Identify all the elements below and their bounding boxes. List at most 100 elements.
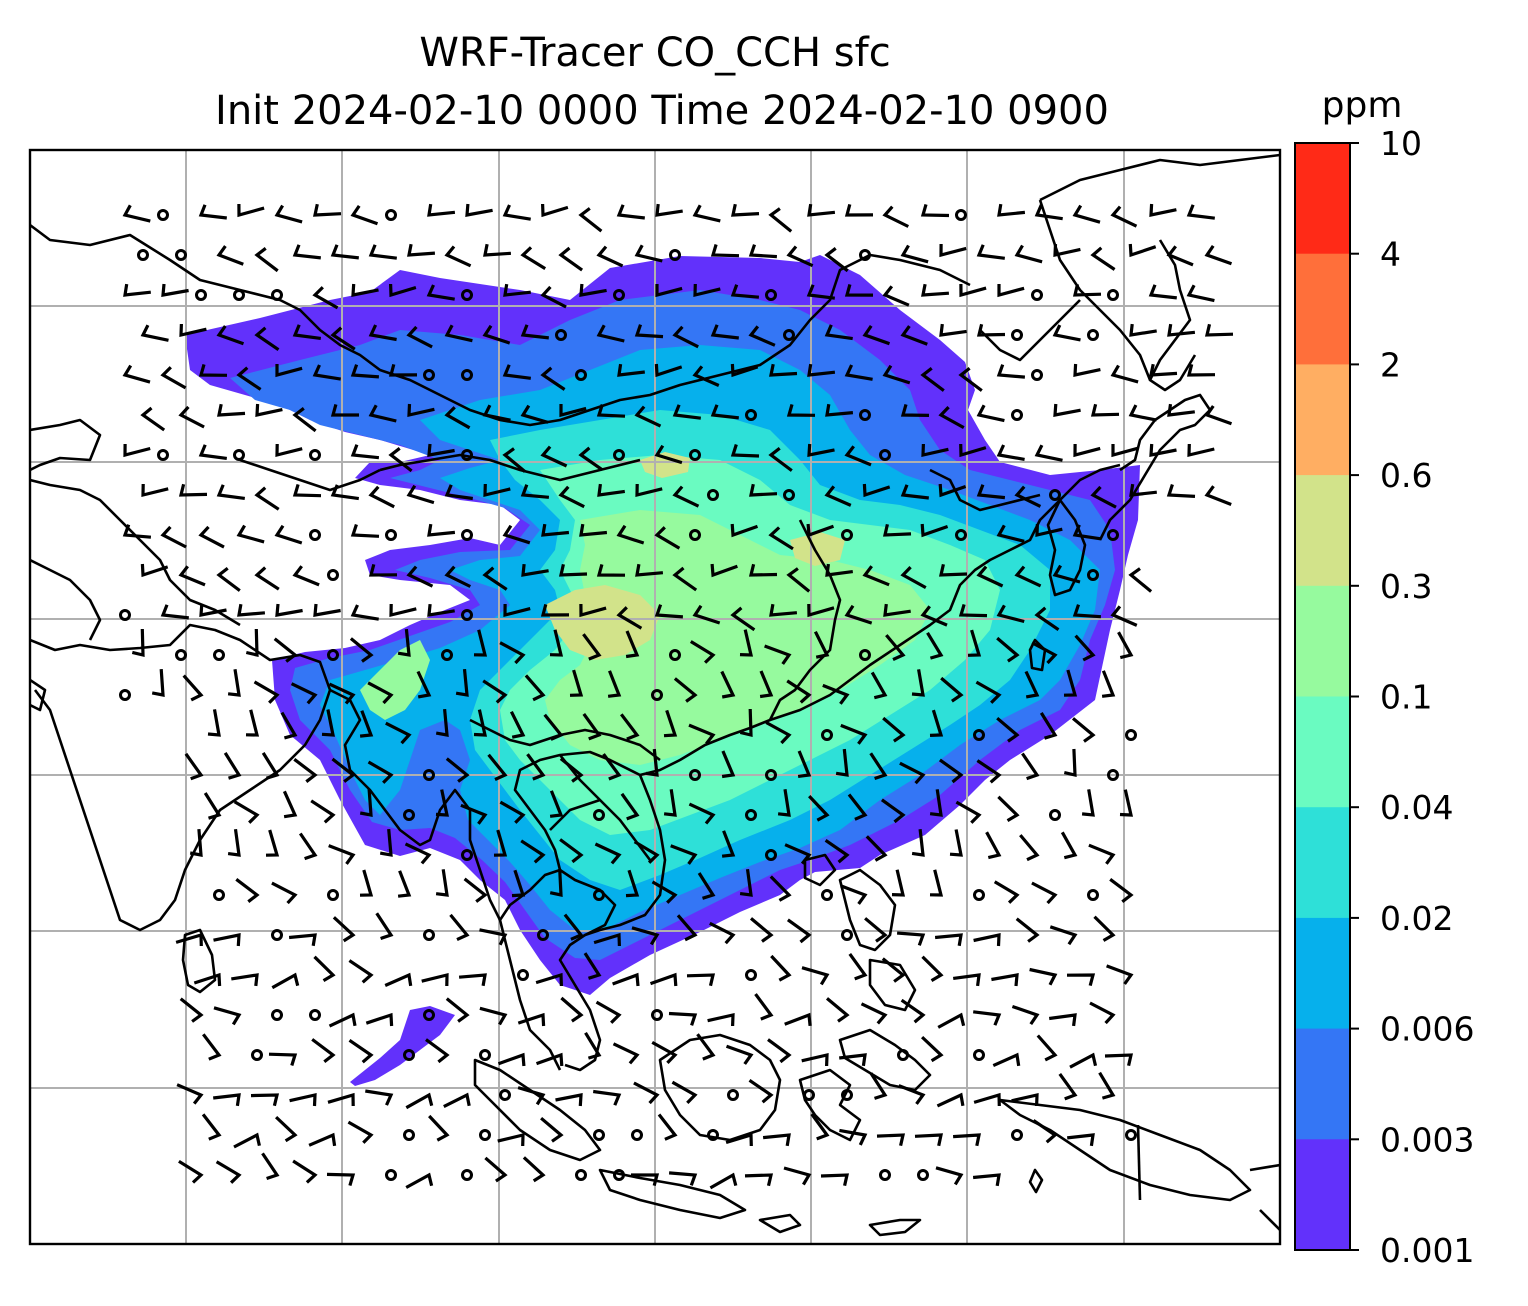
wind-barb bbox=[367, 760, 394, 784]
wind-barb bbox=[1204, 323, 1234, 337]
wind-barb bbox=[482, 404, 511, 422]
wind-barb bbox=[807, 443, 835, 457]
wind-barb bbox=[768, 526, 794, 551]
wind-barb bbox=[688, 802, 716, 825]
wind-barb bbox=[748, 244, 777, 259]
wind-barb bbox=[870, 671, 888, 700]
wind-barb bbox=[254, 566, 280, 591]
wind-barb bbox=[313, 203, 342, 217]
wind-barb bbox=[783, 1166, 812, 1186]
wind-barb bbox=[328, 844, 356, 865]
wind-barb bbox=[654, 363, 683, 378]
wind-barb bbox=[201, 1113, 222, 1141]
plot-title-line2: Init 2024-02-10 0000 Time 2024-02-10 090… bbox=[215, 88, 1109, 134]
wind-barb bbox=[808, 795, 830, 822]
wind-barb bbox=[882, 523, 912, 537]
wind-barb bbox=[1014, 565, 1042, 588]
wind-barb bbox=[1019, 834, 1040, 862]
wind-barb bbox=[1098, 1071, 1116, 1100]
calm-wind-marker bbox=[233, 289, 245, 301]
wind-barb bbox=[540, 445, 568, 468]
calm-wind-marker bbox=[1031, 289, 1043, 301]
wind-barb bbox=[559, 757, 584, 783]
wind-barb bbox=[777, 789, 791, 817]
wind-barb bbox=[651, 1040, 678, 1065]
wind-barb bbox=[597, 483, 626, 497]
calm-wind-marker bbox=[1011, 409, 1023, 421]
wind-barb bbox=[882, 205, 910, 228]
wind-barb bbox=[331, 757, 356, 783]
wind-barb bbox=[730, 523, 759, 538]
wind-barb bbox=[765, 721, 792, 745]
wind-barb bbox=[602, 753, 622, 781]
wind-barb bbox=[584, 1031, 602, 1060]
wind-barb bbox=[292, 244, 321, 260]
wind-barb bbox=[312, 286, 339, 310]
wind-barb bbox=[282, 790, 298, 819]
wind-barb bbox=[535, 972, 563, 987]
wind-barb bbox=[786, 567, 811, 593]
wind-barb bbox=[540, 366, 566, 391]
wind-barb bbox=[1148, 284, 1177, 300]
wind-barb bbox=[497, 1132, 525, 1147]
wind-barb bbox=[122, 524, 152, 539]
calm-wind-marker bbox=[137, 249, 149, 261]
wind-barb bbox=[367, 681, 394, 705]
wind-barb bbox=[786, 403, 816, 417]
calm-wind-marker bbox=[841, 529, 853, 541]
wind-barb bbox=[122, 364, 151, 384]
wind-barb bbox=[365, 1089, 394, 1106]
wind-barb bbox=[479, 1006, 508, 1026]
wind-barb bbox=[1073, 363, 1101, 377]
wind-barb bbox=[313, 603, 341, 617]
wind-barb bbox=[668, 1011, 698, 1026]
wind-barb bbox=[673, 677, 698, 703]
wind-barb bbox=[182, 674, 204, 702]
calm-wind-marker bbox=[233, 449, 245, 461]
wind-barb bbox=[178, 483, 208, 497]
wind-barb bbox=[848, 952, 868, 981]
calm-wind-marker bbox=[461, 289, 473, 301]
colorbar-block bbox=[1295, 585, 1350, 697]
wind-barb bbox=[721, 830, 736, 858]
wind-barb bbox=[389, 283, 417, 298]
colorbar-unit: ppm bbox=[1322, 85, 1403, 126]
wind-barb bbox=[275, 443, 303, 458]
wind-barb bbox=[1081, 789, 1095, 817]
wind-barb bbox=[216, 245, 244, 266]
wind-barb bbox=[140, 406, 166, 432]
calm-wind-marker bbox=[821, 889, 833, 901]
wind-barb bbox=[427, 203, 456, 217]
wind-barb bbox=[123, 443, 151, 458]
wind-barb bbox=[1066, 973, 1096, 987]
wind-barb bbox=[1060, 831, 1078, 860]
calm-wind-marker bbox=[689, 529, 701, 541]
wind-barb bbox=[840, 884, 868, 905]
wind-barb bbox=[672, 325, 699, 349]
wind-barb bbox=[569, 669, 584, 697]
wind-barb bbox=[1052, 564, 1081, 584]
calm-wind-marker bbox=[309, 529, 321, 541]
wind-barb bbox=[911, 829, 925, 857]
wind-barb bbox=[730, 284, 760, 299]
wind-barb bbox=[929, 789, 943, 817]
wind-barb bbox=[351, 283, 379, 297]
calm-wind-marker bbox=[821, 729, 833, 741]
wind-barb bbox=[825, 403, 854, 417]
wind-barb bbox=[769, 363, 798, 377]
colorbar-tick-label: 2 bbox=[1380, 345, 1401, 384]
wind-barb bbox=[1015, 917, 1040, 943]
wind-barb bbox=[844, 445, 872, 467]
wind-barb bbox=[213, 1006, 242, 1026]
wind-barb bbox=[407, 243, 436, 257]
level-01-west bbox=[360, 640, 430, 720]
wind-barb bbox=[217, 403, 246, 417]
calm-wind-marker bbox=[689, 769, 701, 781]
wind-barb bbox=[520, 246, 547, 270]
wind-barb bbox=[762, 1133, 791, 1147]
wind-barb bbox=[921, 955, 944, 982]
wind-barb bbox=[1128, 567, 1153, 593]
wind-barb bbox=[976, 404, 1005, 423]
wind-barb bbox=[435, 789, 449, 817]
wind-barb bbox=[293, 758, 318, 783]
